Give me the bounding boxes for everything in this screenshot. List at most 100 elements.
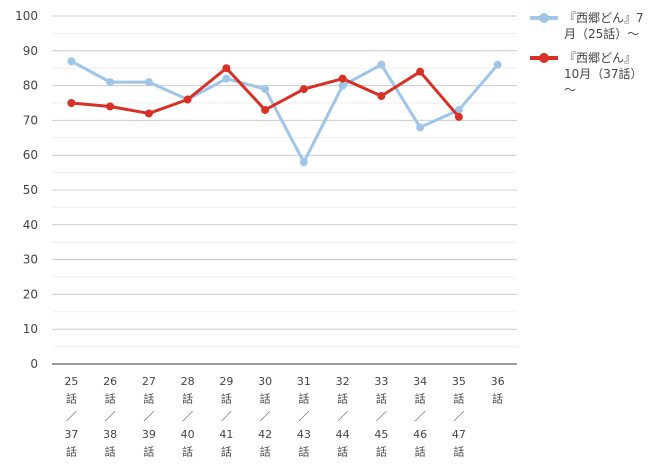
x-tick-label: 27 話 ／ 39 話 bbox=[142, 375, 156, 458]
y-tick-label: 40 bbox=[23, 218, 38, 232]
x-tick-label-line: 話 bbox=[298, 392, 309, 406]
series-1-point[interactable] bbox=[377, 60, 386, 69]
series-2-point[interactable] bbox=[183, 95, 192, 104]
x-tick-label-line: ／ bbox=[260, 410, 271, 423]
series-2-point[interactable] bbox=[144, 109, 153, 118]
series-1-point[interactable] bbox=[338, 81, 347, 90]
x-tick-label-line: 話 bbox=[492, 392, 503, 406]
x-tick-label-line: ／ bbox=[298, 410, 309, 423]
series-1-point[interactable] bbox=[144, 78, 153, 87]
x-tick-label-line: 38 bbox=[103, 428, 117, 441]
x-tick-label: 36 話 bbox=[491, 375, 505, 406]
x-tick-label-line: 46 bbox=[413, 428, 427, 441]
x-tick-label-line: 話 bbox=[376, 392, 387, 406]
x-tick-label-line: 35 bbox=[452, 375, 466, 388]
x-tick-label-line: 話 bbox=[415, 444, 426, 458]
x-tick-label-line: 話 bbox=[260, 392, 271, 406]
x-tick-label-line: ／ bbox=[415, 410, 426, 423]
x-tick-label-line: 話 bbox=[221, 392, 232, 406]
x-tick-label-line: 話 bbox=[376, 444, 387, 458]
x-tick-label-line: 話 bbox=[337, 392, 348, 406]
x-tick-label-line: 36 bbox=[491, 375, 505, 388]
series-2-point[interactable] bbox=[377, 92, 386, 101]
series-2-point[interactable] bbox=[222, 64, 231, 73]
x-tick-label-line: ／ bbox=[143, 410, 154, 423]
y-tick-label: 100 bbox=[15, 9, 38, 23]
x-tick-label-line: 30 bbox=[258, 375, 272, 388]
y-axis-tick-labels: 0 10 20 30 40 50 60 70 80 90 100 bbox=[15, 9, 38, 371]
x-tick-label-line: 26 bbox=[103, 375, 117, 388]
x-tick-label-line: 40 bbox=[181, 428, 195, 441]
x-tick-label-line: 41 bbox=[219, 428, 233, 441]
x-tick-label-line: 話 bbox=[453, 392, 464, 406]
x-tick-label-line: 33 bbox=[374, 375, 388, 388]
x-tick-label-line: ／ bbox=[221, 410, 232, 423]
y-tick-label: 50 bbox=[23, 183, 38, 197]
series-1-point[interactable] bbox=[261, 85, 270, 94]
series-1-point[interactable] bbox=[416, 123, 425, 132]
series-2-point[interactable] bbox=[454, 112, 463, 121]
x-tick-label-line: 44 bbox=[336, 428, 350, 441]
x-tick-label-line: 42 bbox=[258, 428, 272, 441]
x-tick-label-line: ／ bbox=[182, 410, 193, 423]
series-2 bbox=[67, 64, 463, 121]
series-2-point[interactable] bbox=[67, 99, 76, 107]
series-2-point[interactable] bbox=[106, 102, 115, 111]
x-tick-label-line: 話 bbox=[182, 392, 193, 406]
series-1-point[interactable] bbox=[106, 78, 115, 87]
x-tick-label-line: 39 bbox=[142, 428, 156, 441]
x-tick-label-line: 話 bbox=[453, 444, 464, 458]
x-tick-label-line: 話 bbox=[182, 444, 193, 458]
x-tick-label: 25 話 ／ 37 話 bbox=[64, 375, 78, 458]
x-tick-label: 30 話 ／ 42 話 bbox=[258, 375, 272, 458]
x-tick-label-line: 27 bbox=[142, 375, 156, 388]
x-tick-label-line: ／ bbox=[453, 410, 464, 423]
series-2-point[interactable] bbox=[261, 105, 270, 114]
x-tick-label-line: 45 bbox=[374, 428, 388, 441]
series-1-point[interactable] bbox=[493, 60, 502, 69]
x-tick-label-line: 話 bbox=[105, 392, 116, 406]
legend-label-series-1-line-2: 月（25話）～ bbox=[564, 27, 640, 41]
series-lines bbox=[67, 57, 502, 167]
x-tick-label-line: 43 bbox=[297, 428, 311, 441]
x-tick-label-line: ／ bbox=[337, 410, 348, 423]
x-tick-label-line: 話 bbox=[143, 392, 154, 406]
series-1-point[interactable] bbox=[454, 105, 463, 114]
y-tick-label: 90 bbox=[23, 44, 38, 58]
x-tick-label-line: 28 bbox=[181, 375, 195, 388]
x-tick-label-line: 31 bbox=[297, 375, 311, 388]
series-1-line bbox=[70, 59, 499, 164]
legend-item-series-1[interactable]: 『西郷どん』7 月（25話）～ bbox=[528, 10, 658, 42]
series-2-point[interactable] bbox=[299, 85, 308, 94]
x-tick-label: 26 話 ／ 38 話 bbox=[103, 375, 117, 458]
y-tick-label: 80 bbox=[23, 79, 38, 93]
x-tick-label: 28 話 ／ 40 話 bbox=[181, 375, 195, 458]
series-1-point[interactable] bbox=[222, 74, 231, 83]
legend-item-series-2[interactable]: 『西郷どん』 10月（37話） ～ bbox=[528, 50, 658, 98]
gridlines bbox=[52, 15, 517, 365]
y-tick-label: 0 bbox=[30, 357, 38, 371]
x-tick-label: 29 話 ／ 41 話 bbox=[219, 375, 233, 458]
y-tick-label: 60 bbox=[23, 148, 38, 162]
legend-label-series-1-line-1: 『西郷どん』7 bbox=[564, 11, 644, 25]
series-2-point[interactable] bbox=[338, 74, 347, 83]
x-tick-label-line: 25 bbox=[64, 375, 78, 388]
x-tick-label-line: 話 bbox=[66, 392, 77, 406]
legend-label-series-2-line-2: 10月（37話） bbox=[564, 67, 643, 81]
x-tick-label-line: 話 bbox=[143, 444, 154, 458]
x-tick-label: 31 話 ／ 43 話 bbox=[297, 375, 311, 458]
y-tick-label: 30 bbox=[23, 253, 38, 267]
legend-label-series-2-line-3: ～ bbox=[564, 83, 577, 97]
x-tick-label-line: ／ bbox=[376, 410, 387, 423]
x-tick-label-line: 話 bbox=[66, 444, 77, 458]
series-2-point[interactable] bbox=[416, 67, 425, 76]
series-1-point[interactable] bbox=[299, 158, 308, 167]
series-1-point[interactable] bbox=[67, 57, 76, 66]
x-tick-label-line: 話 bbox=[260, 444, 271, 458]
x-tick-label-line: 話 bbox=[221, 444, 232, 458]
legend-swatch-series-2 bbox=[530, 53, 558, 63]
x-tick-label-line: 話 bbox=[105, 444, 116, 458]
y-tick-label: 20 bbox=[23, 287, 38, 301]
x-tick-label-line: 29 bbox=[219, 375, 233, 388]
